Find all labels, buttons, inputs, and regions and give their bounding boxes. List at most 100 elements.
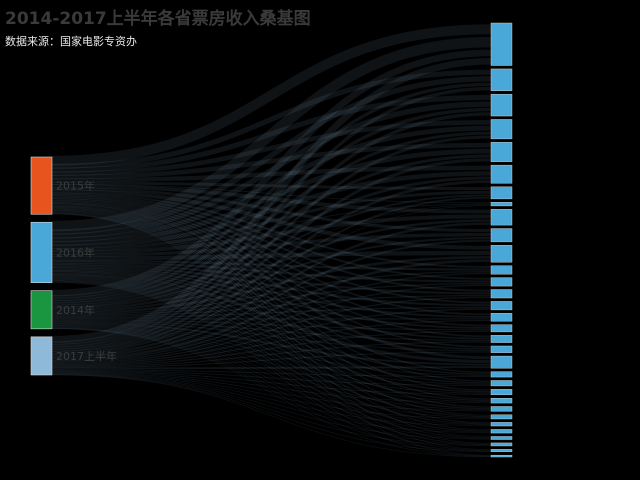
- target-node[interactable]: [490, 301, 513, 311]
- sankey-link: [51, 171, 492, 250]
- source-node[interactable]: [30, 221, 53, 283]
- target-node[interactable]: [490, 422, 513, 427]
- sankey-link: [51, 193, 492, 280]
- sankey-link: [51, 69, 492, 169]
- target-node[interactable]: [490, 380, 513, 387]
- target-node[interactable]: [490, 68, 513, 91]
- sankey-link: [51, 125, 492, 243]
- sankey-link: [51, 148, 492, 246]
- sankey-link: [51, 325, 492, 403]
- sankey-link: [51, 210, 492, 416]
- sankey-link: [51, 259, 492, 271]
- sankey-link: [51, 282, 492, 457]
- sankey-link: [51, 372, 492, 426]
- sankey-link: [51, 250, 492, 261]
- sankey-link: [51, 371, 492, 403]
- target-node[interactable]: [490, 93, 513, 117]
- sankey-link: [51, 308, 492, 365]
- sankey-link: [51, 203, 492, 360]
- sankey-link: [51, 236, 492, 313]
- target-node[interactable]: [490, 449, 513, 452]
- sankey-link: [51, 262, 492, 295]
- sankey-link: [51, 278, 492, 418]
- sankey-link: [51, 371, 492, 412]
- target-node[interactable]: [490, 454, 513, 458]
- target-node[interactable]: [490, 142, 513, 162]
- sankey-link: [51, 211, 492, 424]
- target-node[interactable]: [490, 245, 513, 263]
- sankey-link: [51, 374, 492, 446]
- target-node[interactable]: [490, 406, 513, 412]
- sankey-link: [51, 268, 492, 340]
- sankey-link: [51, 324, 492, 394]
- sankey-link: [51, 319, 492, 331]
- target-node[interactable]: [490, 371, 513, 378]
- sankey-labels: 2015年 2016年 2014年 2017上半年: [56, 179, 117, 363]
- target-node[interactable]: [490, 398, 513, 404]
- target-node[interactable]: [490, 202, 513, 207]
- target-node[interactable]: [490, 345, 513, 353]
- source-node-label: 2017上半年: [56, 349, 117, 363]
- sankey-link: [51, 374, 492, 452]
- sankey-link: [51, 195, 492, 292]
- target-node[interactable]: [490, 22, 513, 66]
- sankey-link: [51, 94, 492, 173]
- sankey-link: [51, 265, 492, 318]
- target-node[interactable]: [490, 389, 513, 396]
- target-node[interactable]: [490, 228, 513, 243]
- sankey-link: [51, 187, 492, 233]
- sankey-link: [51, 328, 492, 452]
- sankey-link: [51, 24, 492, 166]
- sankey-link: [51, 101, 492, 239]
- sankey-link: [51, 306, 492, 319]
- target-node[interactable]: [490, 119, 513, 140]
- sankey-link: [51, 323, 492, 376]
- sankey-link: [51, 198, 492, 316]
- sankey-link: [51, 190, 492, 252]
- source-node[interactable]: [30, 156, 53, 215]
- target-node[interactable]: [490, 265, 513, 275]
- target-node[interactable]: [490, 429, 513, 434]
- sankey-link: [51, 281, 492, 445]
- sankey-link: [51, 284, 492, 363]
- target-node[interactable]: [490, 324, 513, 333]
- sankey-link: [51, 183, 492, 204]
- target-node[interactable]: [490, 277, 513, 287]
- sankey-link: [51, 319, 492, 366]
- sankey-link: [51, 281, 492, 451]
- sankey-link: [51, 259, 492, 362]
- sankey-link: [51, 320, 492, 352]
- sankey-link: [51, 261, 492, 283]
- target-node[interactable]: [490, 436, 513, 440]
- sankey-link: [51, 320, 492, 342]
- target-node[interactable]: [490, 289, 513, 299]
- sankey-link: [51, 180, 492, 354]
- sankey-link: [51, 196, 492, 356]
- sankey-link: [51, 192, 492, 268]
- sankey-link: [51, 282, 492, 317]
- sankey-link: [51, 208, 492, 400]
- source-node[interactable]: [30, 336, 53, 376]
- sankey-link: [51, 205, 492, 356]
- target-node[interactable]: [490, 313, 513, 322]
- source-node-label: 2015年: [56, 179, 95, 193]
- sankey-link: [51, 232, 492, 258]
- target-node[interactable]: [490, 414, 513, 420]
- target-node[interactable]: [490, 209, 513, 226]
- sankey-link: [51, 271, 492, 364]
- sankey-link: [51, 212, 492, 438]
- sankey-link: [51, 369, 492, 377]
- sankey-link: [51, 135, 492, 350]
- sankey-link: [51, 264, 492, 307]
- target-node[interactable]: [490, 442, 513, 447]
- source-node[interactable]: [30, 290, 53, 330]
- sankey-link: [51, 201, 492, 338]
- target-node[interactable]: [490, 335, 513, 343]
- target-node[interactable]: [490, 186, 513, 200]
- sankey-link: [51, 120, 492, 176]
- target-node[interactable]: [490, 164, 513, 184]
- sankey-link: [51, 49, 492, 297]
- sankey-link: [51, 321, 492, 366]
- target-node[interactable]: [490, 355, 513, 369]
